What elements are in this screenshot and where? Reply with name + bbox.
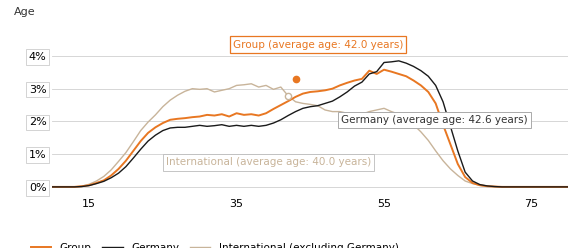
Text: International (average age: 40.0 years): International (average age: 40.0 years) bbox=[166, 157, 371, 167]
Text: Germany (average age: 42.6 years): Germany (average age: 42.6 years) bbox=[341, 115, 528, 125]
Text: Age: Age bbox=[13, 7, 35, 17]
Legend: Group, Germany, International (excluding Germany): Group, Germany, International (excluding… bbox=[27, 239, 403, 248]
Text: Group (average age: 42.0 years): Group (average age: 42.0 years) bbox=[233, 40, 403, 50]
